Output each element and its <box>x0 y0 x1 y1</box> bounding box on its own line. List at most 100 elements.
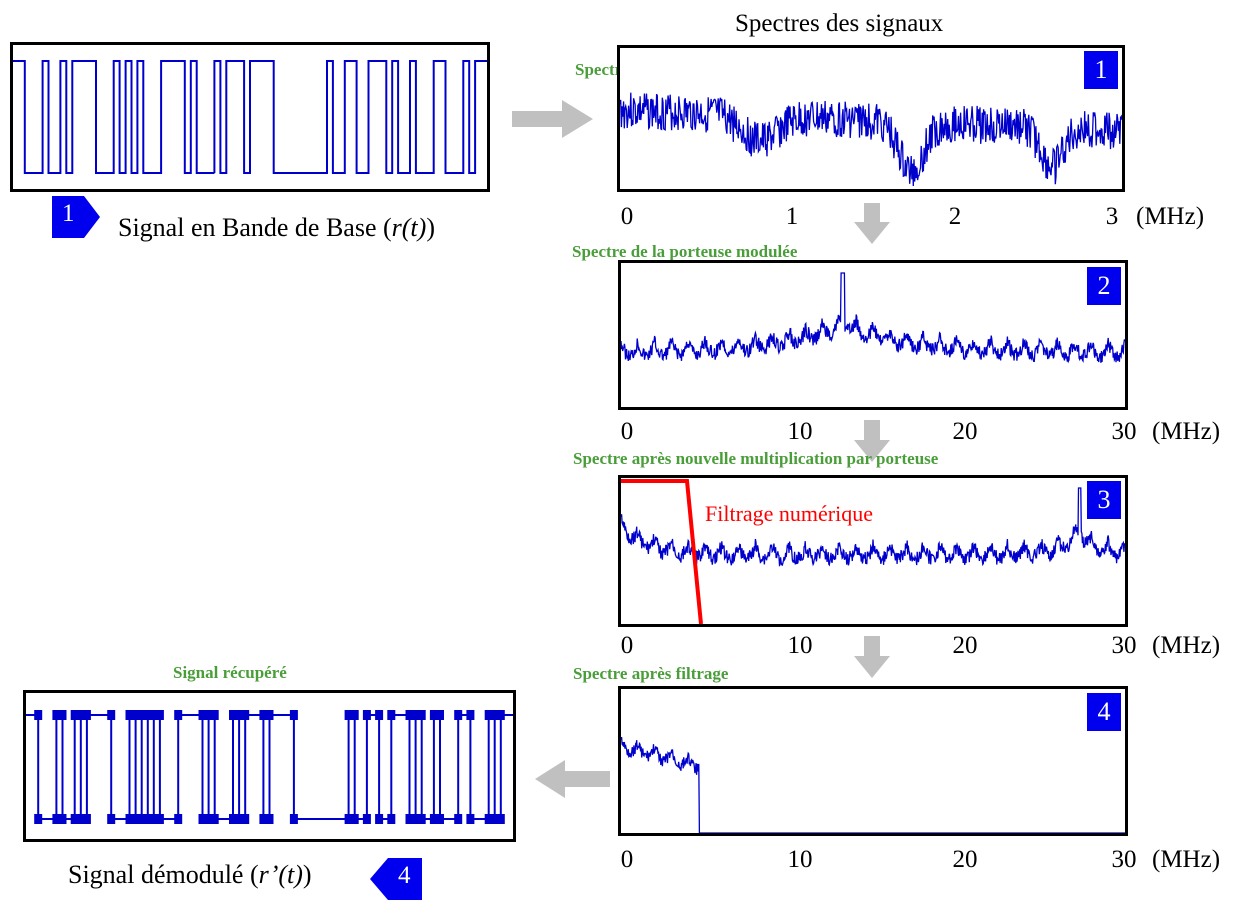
recovered-signal-heading: Signal récupéré <box>173 663 287 682</box>
ringing-mark <box>466 814 475 824</box>
spectrum-2-trace <box>621 272 1125 364</box>
baseband-caption: Signal en Bande de Base (r(t)) <box>118 213 435 242</box>
ringing-mark <box>387 814 396 824</box>
tick-label: 30 <box>1111 846 1137 873</box>
ringing-mark <box>484 710 493 720</box>
ringing-mark <box>405 710 414 720</box>
ringing-mark <box>429 814 438 824</box>
ringing-mark <box>198 710 207 720</box>
ringing-mark <box>198 814 207 824</box>
ringing-mark <box>265 814 274 824</box>
spectrum-3-plot: 3 Filtrage numérique <box>618 475 1128 627</box>
spectrum-2-plot: 2 <box>618 260 1128 410</box>
ringing-mark <box>125 710 134 720</box>
ringing-mark <box>454 814 463 824</box>
ringing-mark <box>436 710 444 720</box>
page-title: Spectres des signaux <box>735 10 944 37</box>
spectrum-2-heading: Spectre de la porteuse modulée <box>572 242 798 261</box>
ringing-mark <box>417 814 426 824</box>
tick-label: 0 <box>620 846 634 873</box>
tick-label: 0 <box>620 632 634 659</box>
ringing-mark <box>417 710 426 720</box>
ringing-mark <box>174 814 183 824</box>
ringing-mark <box>52 710 61 720</box>
ringing-mark <box>235 814 244 824</box>
ringing-mark <box>259 814 268 824</box>
ringing-mark <box>484 814 493 824</box>
ringing-mark <box>34 814 43 824</box>
ringing-mark <box>210 814 219 824</box>
ringing-mark <box>210 710 219 720</box>
ringing-mark <box>131 814 140 824</box>
square-wave <box>13 60 487 174</box>
spectrum-3-trace <box>621 479 1125 624</box>
filter-label: Filtrage numérique <box>705 501 874 526</box>
ringing-mark <box>82 710 91 720</box>
ringing-mark <box>241 710 250 720</box>
ringing-mark <box>155 814 164 824</box>
ringing-mark <box>82 814 91 824</box>
ringing-mark <box>235 710 244 720</box>
spectrum-line <box>621 272 1125 364</box>
ringing-mark <box>265 710 274 720</box>
tick-label: 10 <box>787 418 813 445</box>
ringing-mark <box>107 710 116 720</box>
ringing-mark <box>52 814 61 824</box>
spectrum-line <box>620 92 1122 187</box>
spectrum-3-heading: Spectre après nouvelle multiplication pa… <box>573 449 939 468</box>
ringing-mark <box>454 710 463 720</box>
ringing-mark <box>149 710 158 720</box>
demod-caption: Signal démodulé (r’(t)) <box>68 860 312 889</box>
axis-unit: (MHz) <box>1152 632 1221 659</box>
tick-label: 1 <box>785 203 799 230</box>
arrow-right-badge-icon <box>52 196 100 238</box>
ringing-mark <box>466 710 475 720</box>
ringing-mark <box>229 710 237 720</box>
ringing-mark <box>362 710 371 720</box>
tick-label: 0 <box>620 203 634 230</box>
ringing-mark <box>107 814 116 824</box>
ringing-mark <box>289 710 298 720</box>
spectrum-2-badge: 2 <box>1087 267 1121 305</box>
ringing-mark <box>137 710 146 720</box>
tick-label: 2 <box>948 203 962 230</box>
spectrum-3-badge: 3 <box>1087 481 1121 519</box>
ringing-mark <box>137 814 146 824</box>
tick-label: 20 <box>952 418 978 445</box>
ringing-mark <box>350 710 359 720</box>
ringing-mark <box>70 814 79 824</box>
ringing-mark <box>429 710 438 720</box>
ringing-mark <box>143 710 152 720</box>
ringing-mark <box>259 710 268 720</box>
spectrum-4-heading: Spectre après filtrage <box>573 664 729 683</box>
ringing-mark <box>362 814 371 824</box>
ringing-mark <box>174 710 183 720</box>
ringing-mark <box>344 710 353 720</box>
baseband-signal-plot <box>10 42 490 192</box>
ringing-mark <box>411 814 420 824</box>
arrow-left-badge-icon <box>370 858 422 900</box>
spectrum-1-plot: 1 <box>617 45 1125 192</box>
tick-label: 20 <box>952 632 978 659</box>
ringing-mark <box>131 710 140 720</box>
ringing-mark <box>490 814 499 824</box>
arrow-left-icon <box>535 760 610 798</box>
tick-label: 30 <box>1111 418 1137 445</box>
recovered-waveform <box>26 710 513 824</box>
ringing-mark <box>375 710 384 720</box>
arrow-down-icon <box>854 636 890 678</box>
ringing-mark <box>496 814 505 824</box>
square-wave <box>26 714 513 820</box>
ringing-mark <box>155 710 164 720</box>
tick-label: 10 <box>787 846 813 873</box>
ringing-mark <box>241 814 250 824</box>
ringing-mark <box>58 814 67 824</box>
ringing-mark <box>289 814 298 824</box>
spectrum-4-badge: 4 <box>1087 693 1121 731</box>
demod-marker: 4 <box>368 856 422 902</box>
axis-unit: (MHz) <box>1152 418 1221 445</box>
ringing-mark <box>76 710 85 720</box>
ringing-mark <box>344 814 353 824</box>
arrow-right-icon <box>512 100 593 138</box>
ringing-mark <box>411 710 420 720</box>
